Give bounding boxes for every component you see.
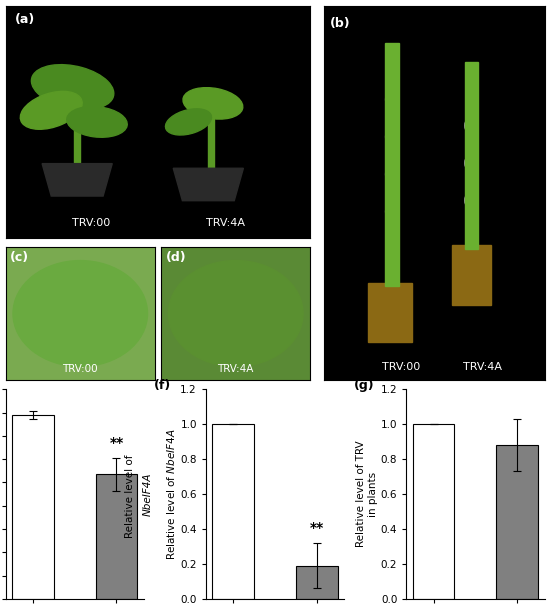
Text: (d): (d) (166, 251, 186, 264)
Text: TRV:4A: TRV:4A (218, 364, 254, 374)
Text: TRV:00: TRV:00 (63, 364, 98, 374)
Y-axis label: Relative level of TRV
in plants: Relative level of TRV in plants (356, 441, 378, 548)
Bar (96, 474, 138, 599)
Bar (412, 424, 454, 599)
Bar (12, 415, 54, 599)
Bar (368, 283, 412, 342)
Ellipse shape (20, 91, 82, 129)
Text: **: ** (310, 521, 324, 535)
Polygon shape (42, 163, 112, 196)
Text: (f): (f) (153, 379, 170, 392)
Bar (212, 424, 254, 599)
Bar (465, 62, 478, 249)
Text: (b): (b) (330, 18, 351, 30)
Ellipse shape (31, 65, 114, 110)
Text: (c): (c) (10, 251, 29, 264)
Text: TRV:00: TRV:00 (382, 362, 420, 372)
Text: NbeIF4A: NbeIF4A (143, 473, 153, 516)
Bar (74, 87, 80, 168)
Text: (g): (g) (354, 379, 375, 392)
Ellipse shape (67, 106, 127, 137)
Bar (452, 245, 492, 305)
Text: (a): (a) (15, 13, 35, 26)
Text: Relative level of: Relative level of (125, 451, 135, 537)
Ellipse shape (168, 261, 303, 367)
Bar (386, 44, 399, 286)
Text: TRV:00: TRV:00 (72, 218, 110, 229)
Polygon shape (173, 168, 244, 201)
Bar (296, 566, 338, 599)
Y-axis label: Relative level of $\it{NbeIF4A}$: Relative level of $\it{NbeIF4A}$ (166, 428, 178, 560)
Ellipse shape (183, 88, 243, 119)
Text: TRV:4A: TRV:4A (463, 362, 502, 372)
Ellipse shape (166, 109, 212, 135)
Text: **: ** (109, 436, 124, 450)
Text: TRV:4A: TRV:4A (206, 218, 245, 229)
Bar (496, 445, 538, 599)
Ellipse shape (13, 261, 147, 367)
Bar (208, 108, 214, 173)
